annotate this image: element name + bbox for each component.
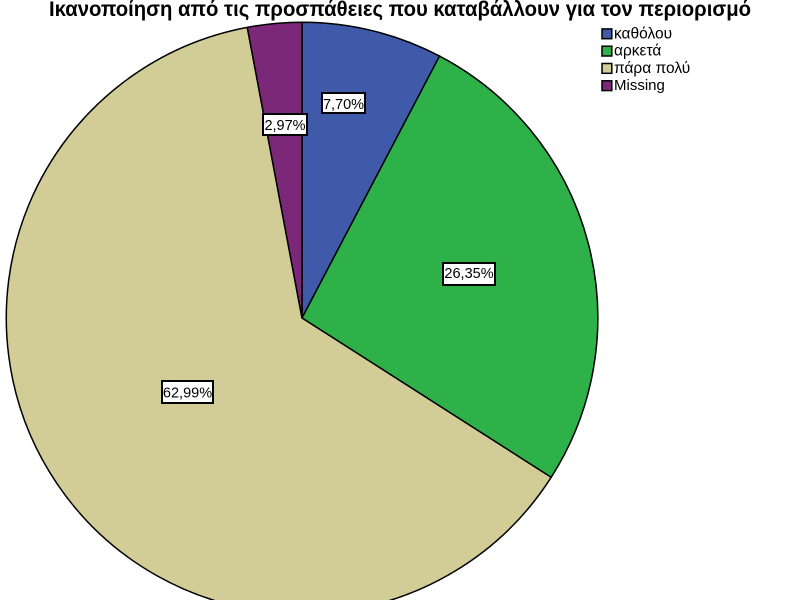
svg-text:26,35%: 26,35%: [444, 266, 493, 282]
svg-text:Missing: Missing: [614, 77, 665, 94]
svg-text:Ικανοποίηση από τις προσπάθειε: Ικανοποίηση από τις προσπάθειες που κατα…: [49, 0, 751, 21]
svg-text:καθόλου: καθόλου: [614, 25, 672, 42]
svg-text:62,99%: 62,99%: [163, 386, 212, 402]
svg-text:πάρα πολύ: πάρα πολύ: [614, 60, 690, 77]
svg-text:αρκετά: αρκετά: [614, 43, 661, 60]
svg-text:2,97%: 2,97%: [264, 118, 305, 134]
svg-text:7,70%: 7,70%: [323, 97, 364, 113]
